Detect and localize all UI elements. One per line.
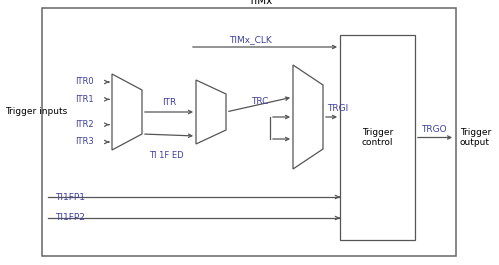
Text: Trigger inputs: Trigger inputs — [5, 108, 67, 117]
Text: TI 1F ED: TI 1F ED — [149, 151, 184, 160]
Text: Trigger
output: Trigger output — [460, 128, 491, 147]
Text: ITR: ITR — [162, 98, 176, 107]
Text: TRGI: TRGI — [327, 104, 348, 113]
Text: TI1FP2: TI1FP2 — [55, 214, 85, 223]
Text: TIMx_CLK: TIMx_CLK — [229, 35, 271, 44]
Text: ITR1: ITR1 — [75, 95, 94, 104]
Text: TRC: TRC — [251, 97, 268, 106]
Text: TIMx: TIMx — [248, 0, 272, 6]
Bar — [340, 35, 415, 240]
Text: ITR2: ITR2 — [75, 120, 94, 129]
Text: ITR0: ITR0 — [75, 77, 94, 86]
Text: TRGO: TRGO — [421, 125, 447, 134]
Text: ITR3: ITR3 — [75, 138, 94, 147]
Text: Trigger
control: Trigger control — [362, 128, 393, 147]
Text: TI1FP1: TI1FP1 — [55, 192, 85, 201]
Bar — [42, 8, 456, 256]
